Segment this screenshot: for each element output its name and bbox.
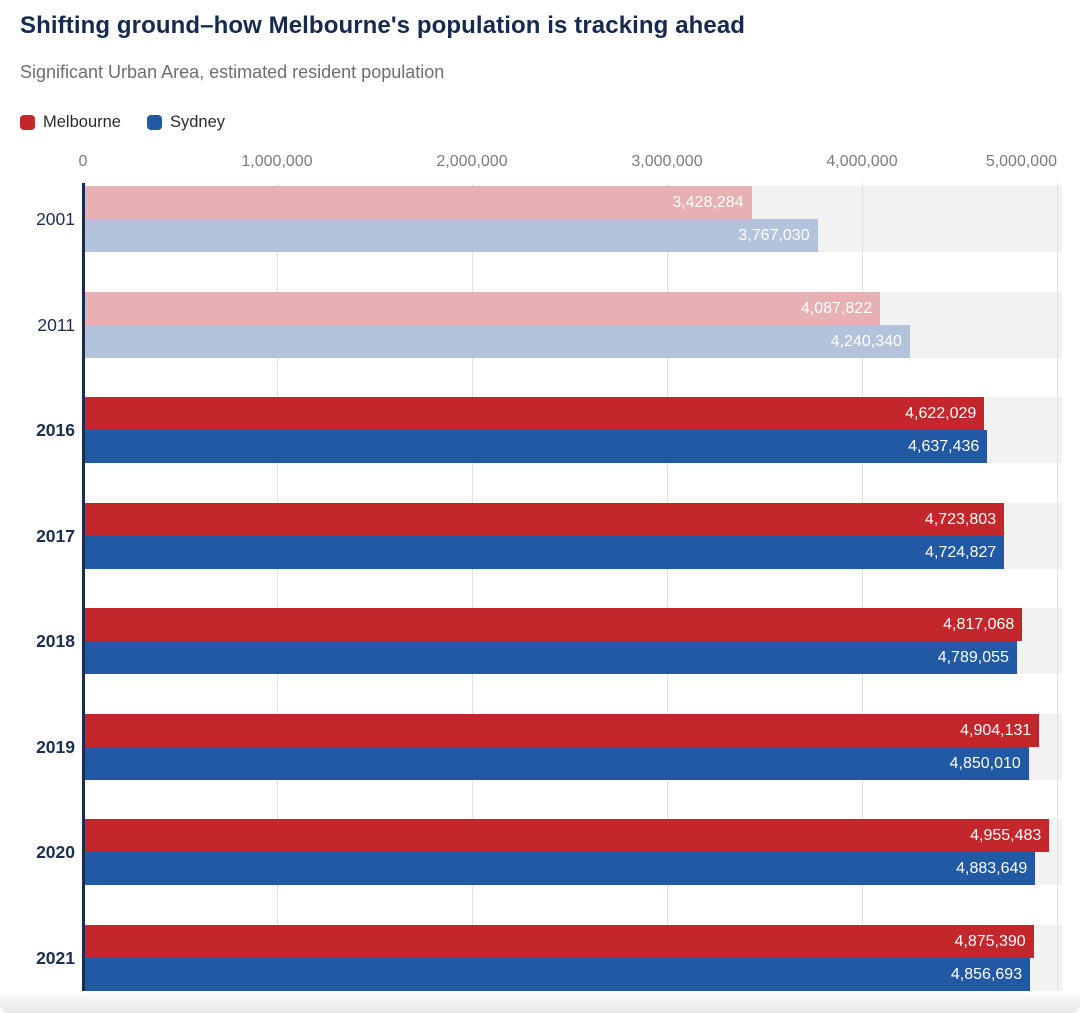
bar-sydney-2011: 4,240,340	[83, 324, 910, 358]
chart-header: Shifting ground–how Melbourne's populati…	[20, 12, 1060, 83]
x-axis: 0 1,000,000 2,000,000 3,000,000 4,000,000 5,0…	[0, 153, 1080, 175]
x-axis-tick-label: 0	[78, 153, 88, 170]
bar-value-label: 4,723,803	[924, 510, 997, 528]
year-label: 2020	[36, 842, 75, 862]
bar-value-label: 3,428,284	[672, 194, 744, 211]
x-axis-tick-label: 3,000,000	[631, 153, 703, 170]
legend-item-sydney: Sydney	[146, 113, 226, 132]
bar-sydney-2021: 4,856,693	[83, 957, 1031, 991]
year-label: 2011	[37, 314, 75, 335]
row-group-2021: 2021 4,875,390 4,856,693	[0, 924, 1080, 991]
bar-value-label: 4,724,827	[925, 543, 997, 561]
legend-swatch-melbourne	[20, 115, 35, 130]
row-group-2011: 2011 4,087,822 4,240,340	[0, 291, 1080, 358]
bar-value-label: 3,767,030	[738, 227, 810, 244]
bar-melbourne-2001: 3,428,284	[83, 186, 752, 219]
bar-value-label: 4,637,436	[908, 438, 980, 455]
year-label: 2001	[36, 209, 75, 229]
gridline	[277, 183, 278, 991]
bar-melbourne-2018: 4,817,068	[83, 608, 1023, 641]
x-axis-tick-label: 2,000,000	[436, 153, 508, 170]
year-label: 2018	[36, 631, 75, 651]
gridline	[862, 183, 863, 991]
row-group-2001: 2001 3,428,284 3,767,030	[0, 186, 1080, 252]
bar-melbourne-2021: 4,875,390	[83, 924, 1034, 958]
year-label: 2021	[36, 947, 75, 968]
bar-value-label: 4,789,055	[937, 649, 1009, 666]
bar-value-label: 4,850,010	[949, 754, 1021, 772]
legend-swatch-sydney	[146, 115, 162, 130]
bar-sydney-2001: 3,767,030	[83, 219, 818, 252]
gridline	[667, 183, 668, 991]
row-group-2016: 2016 4,622,029 4,637,436	[0, 397, 1080, 463]
chart-title: Shifting ground–how Melbourne's populati…	[20, 12, 746, 39]
row-group-2017: 2017 4,723,803 4,724,827	[0, 502, 1080, 569]
bar-value-label: 4,856,693	[950, 965, 1023, 983]
legend-label-melbourne: Melbourne	[43, 113, 121, 131]
gridline	[1057, 183, 1058, 991]
bar-sydney-2018: 4,789,055	[83, 641, 1017, 674]
x-axis-tick-label: 4,000,000	[826, 153, 898, 170]
year-label: 2016	[36, 420, 75, 440]
row-group-2020: 2020 4,955,483 4,883,649	[0, 819, 1080, 885]
plot-area: 2001 3,428,284 3,767,030 2011 4,087,822 4,240…	[0, 183, 1080, 991]
bar-value-label: 4,087,822	[800, 299, 873, 317]
bar-melbourne-2016: 4,622,029	[83, 397, 985, 430]
bar-value-label: 4,883,649	[956, 860, 1028, 877]
bar-sydney-2019: 4,850,010	[83, 746, 1029, 780]
bar-melbourne-2017: 4,723,803	[83, 502, 1005, 536]
gridline	[472, 183, 473, 991]
bar-melbourne-2020: 4,955,483	[83, 819, 1050, 852]
x-axis-tick-label: 1,000,000	[241, 153, 313, 170]
bar-melbourne-2011: 4,087,822	[83, 291, 881, 325]
row-group-2019: 2019 4,904,131 4,850,010	[0, 713, 1080, 780]
chart-subtitle: Significant Urban Area, estimated reside…	[20, 62, 445, 82]
y-axis-line	[82, 183, 85, 991]
year-label: 2019	[36, 736, 75, 757]
bar-sydney-2017: 4,724,827	[83, 535, 1005, 569]
bar-value-label: 4,622,029	[905, 405, 977, 422]
bar-value-label: 4,240,340	[830, 332, 902, 350]
bar-value-label: 4,904,131	[960, 721, 1032, 739]
bottom-edge	[0, 993, 1080, 1013]
bar-value-label: 4,875,390	[954, 932, 1026, 950]
bar-melbourne-2019: 4,904,131	[83, 713, 1040, 747]
legend-label-sydney: Sydney	[169, 113, 226, 131]
bar-sydney-2020: 4,883,649	[83, 852, 1036, 885]
bar-value-label: 4,817,068	[943, 616, 1015, 633]
year-label: 2017	[36, 525, 75, 546]
bar-sydney-2016: 4,637,436	[83, 430, 988, 463]
legend-item-melbourne: Melbourne	[20, 113, 121, 132]
bar-value-label: 4,955,483	[970, 827, 1042, 844]
row-group-2018: 2018 4,817,068 4,789,055	[0, 608, 1080, 674]
legend: Melbourne Sydney	[20, 113, 225, 132]
x-axis-tick-label: 5,000,000	[985, 153, 1057, 170]
